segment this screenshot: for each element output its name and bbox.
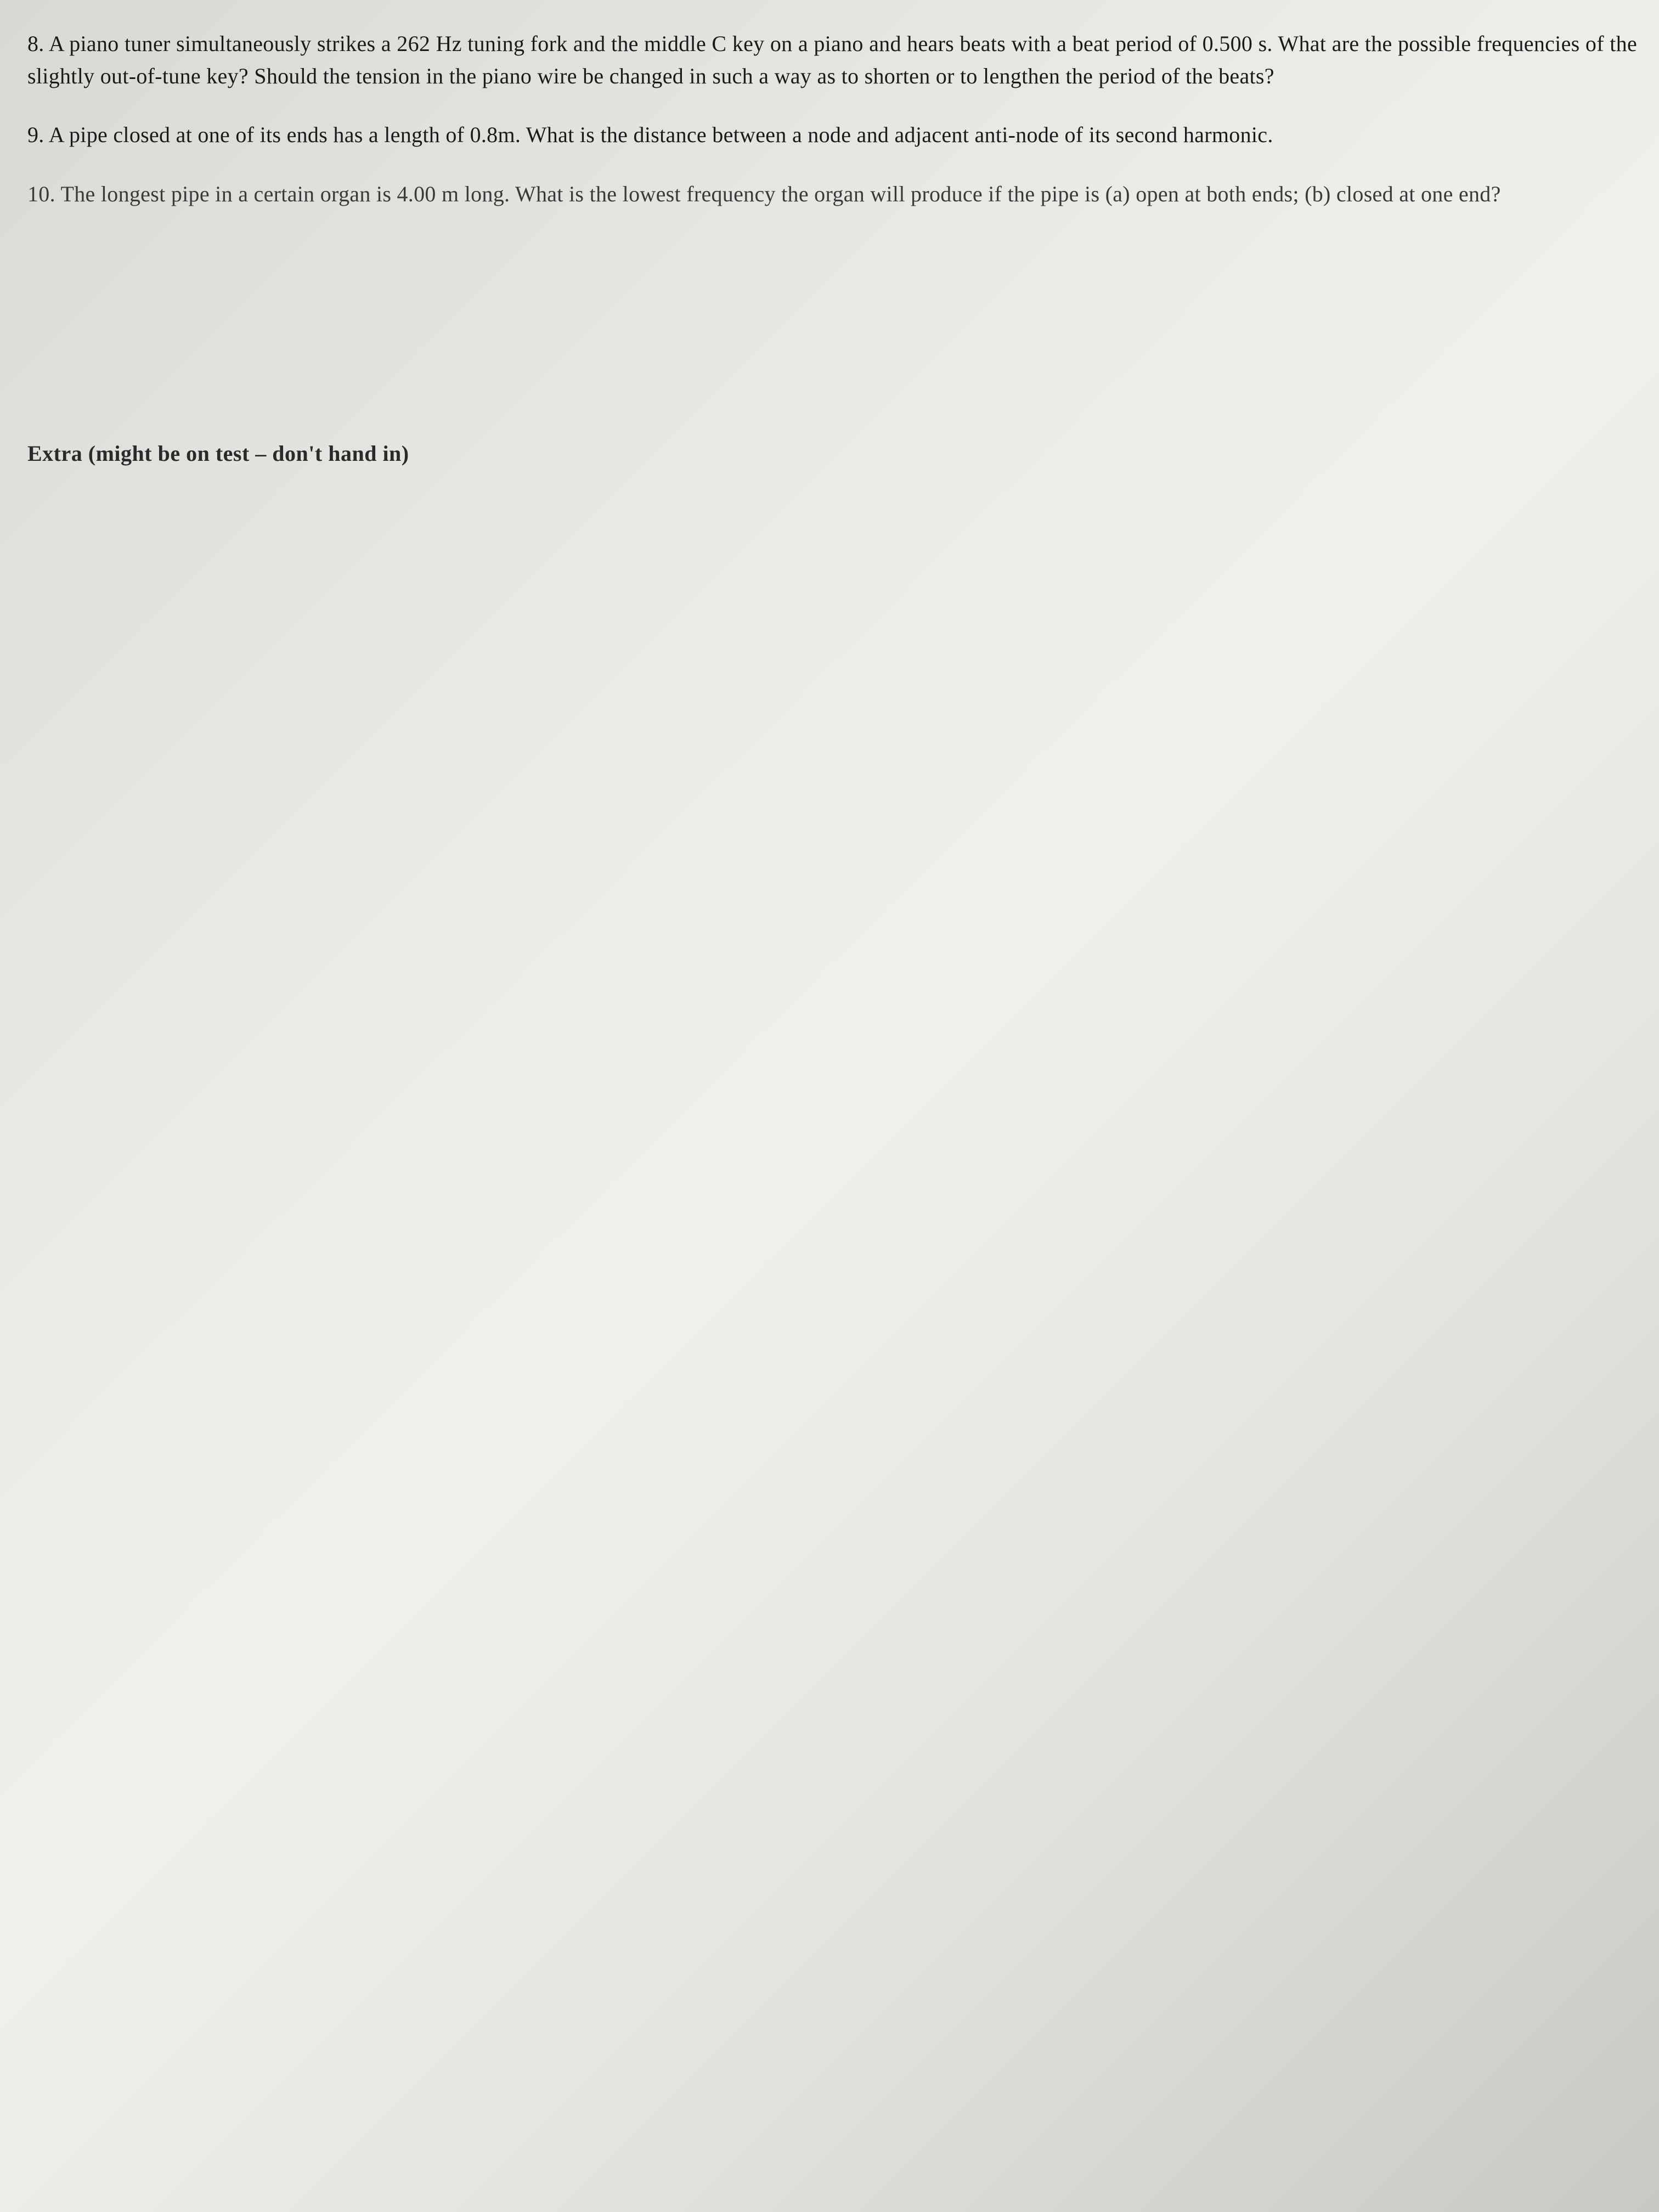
problem-10: 10. The longest pipe in a certain organ … <box>27 178 1637 210</box>
worksheet-page: 8. A piano tuner simultaneously strikes … <box>27 27 1637 466</box>
problem-8-text: 8. A piano tuner simultaneously strikes … <box>27 27 1637 92</box>
problem-10-text: 10. The longest pipe in a certain organ … <box>27 178 1637 210</box>
footer-extra-note: Extra (might be on test – don't hand in) <box>27 441 1637 466</box>
problem-10-body: The longest pipe in a certain organ is 4… <box>60 182 1500 206</box>
footer-text-content: Extra (might be on test – don't hand in) <box>27 441 409 466</box>
problem-10-number: 10. <box>27 182 55 206</box>
problem-9-body: A pipe closed at one of its ends has a l… <box>49 122 1273 147</box>
problem-8-number: 8. <box>27 31 44 56</box>
problem-9: 9. A pipe closed at one of its ends has … <box>27 119 1637 151</box>
problem-8-body: A piano tuner simultaneously strikes a 2… <box>27 31 1637 88</box>
problem-8: 8. A piano tuner simultaneously strikes … <box>27 27 1637 92</box>
problem-9-text: 9. A pipe closed at one of its ends has … <box>27 119 1637 151</box>
problem-9-number: 9. <box>27 122 44 147</box>
